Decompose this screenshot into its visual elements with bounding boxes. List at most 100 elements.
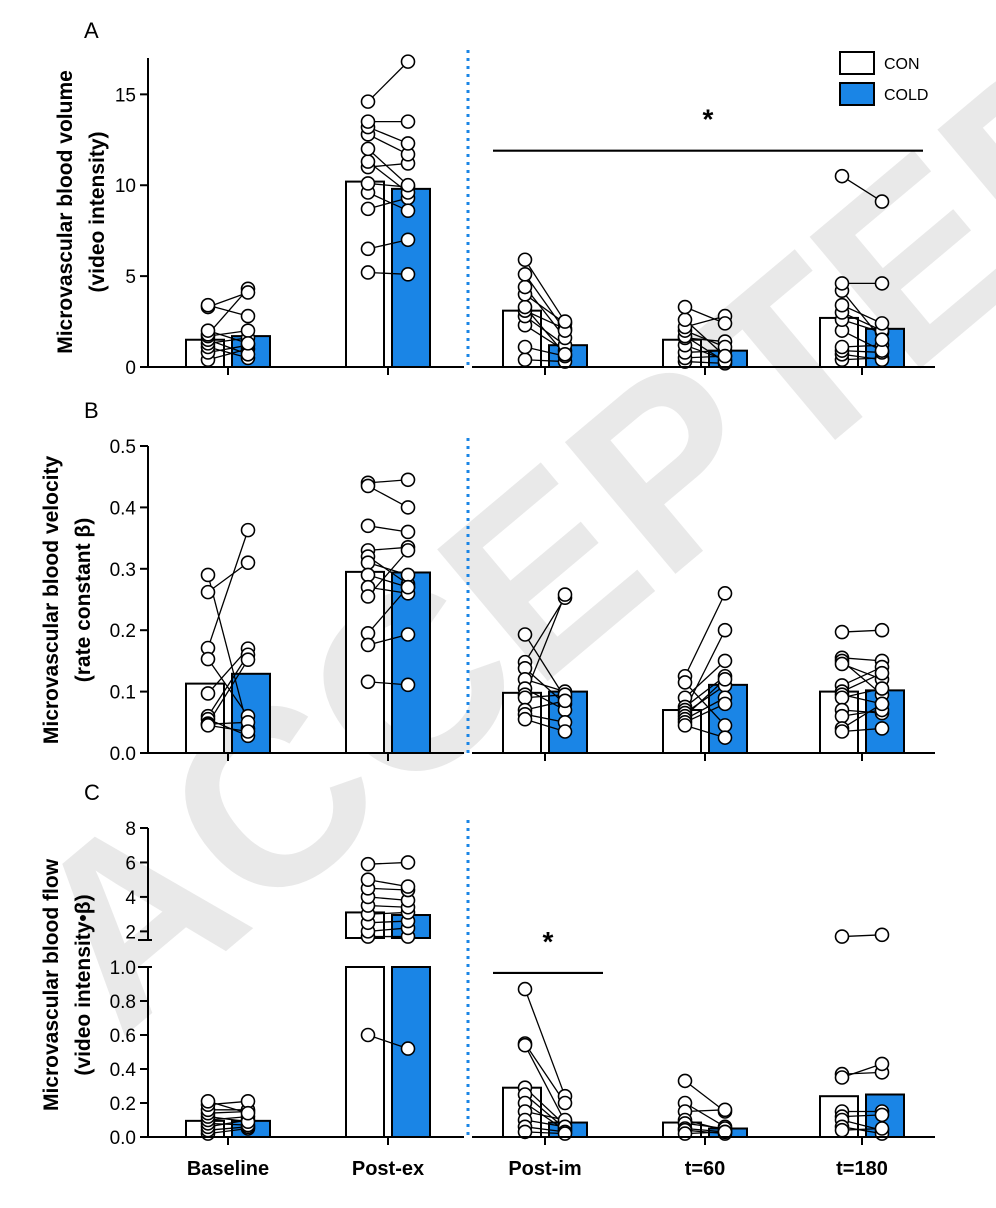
point-con <box>360 589 376 604</box>
x-axis-labels: Baseline Post-ex Post-im t=60 t=180 <box>187 1158 888 1180</box>
point-cold <box>874 1121 890 1136</box>
point-con <box>517 279 533 295</box>
point-cold <box>874 276 890 291</box>
paired-line <box>841 666 883 687</box>
point-con <box>200 651 216 667</box>
y-tick-label: 8 <box>125 819 136 840</box>
point-con <box>677 1073 693 1089</box>
point-con <box>517 711 533 727</box>
y-axis-title: Microvascular blood flow <box>40 858 63 1111</box>
point-cold <box>240 1094 256 1109</box>
paired-line <box>684 681 726 726</box>
point-con <box>517 690 533 706</box>
point-cold <box>557 693 573 709</box>
point-cold <box>717 1102 733 1118</box>
point-cold <box>400 54 416 69</box>
point-con <box>200 323 216 338</box>
point-con <box>834 168 850 184</box>
x-tick-label: t=180 <box>836 1158 888 1180</box>
paired-line <box>367 148 409 186</box>
y-tick-label: 0.2 <box>110 621 136 642</box>
y-tick-label: 0.3 <box>110 560 136 581</box>
panel-a: A Microvascular blood volume (video intens… <box>54 18 935 379</box>
point-con <box>360 94 376 109</box>
point-cold <box>717 730 733 745</box>
y-tick-label: 10 <box>115 176 136 197</box>
significance-star: * <box>703 104 714 135</box>
paired-line <box>524 988 566 1097</box>
point-cold <box>874 332 890 348</box>
point-con <box>360 241 376 257</box>
y-tick-label: 6 <box>125 853 136 874</box>
point-con <box>360 518 376 534</box>
point-con <box>677 312 693 328</box>
y-tick-label: 0.5 <box>110 437 136 458</box>
point-con <box>360 856 376 872</box>
point-con <box>517 1037 533 1053</box>
point-con <box>834 708 850 724</box>
point-cold <box>400 1041 416 1056</box>
paired-line <box>841 175 883 203</box>
point-cold <box>400 579 416 595</box>
point-cold <box>557 314 573 329</box>
point-cold <box>240 308 256 324</box>
point-con <box>834 624 850 640</box>
paired-line <box>684 660 726 699</box>
point-con <box>200 584 216 600</box>
point-con <box>360 114 376 129</box>
point-cold <box>874 622 890 638</box>
point-cold <box>400 114 416 129</box>
point-cold <box>400 677 416 693</box>
paired-line <box>367 485 409 508</box>
point-con <box>200 567 216 583</box>
y-tick-label: 0 <box>125 358 136 379</box>
point-cold <box>400 567 416 583</box>
y-tick-label: 15 <box>115 85 136 106</box>
point-con <box>517 339 533 355</box>
y-tick-label: 1.0 <box>110 958 136 979</box>
point-con <box>677 675 693 690</box>
paired-line <box>207 654 249 717</box>
y-tick-label: 2 <box>125 922 136 943</box>
point-cold <box>400 879 416 894</box>
point-cold <box>400 855 416 870</box>
point-cold <box>717 316 733 331</box>
panel-label: A <box>84 18 99 43</box>
x-tick-label: Baseline <box>187 1158 269 1180</box>
point-con <box>360 555 376 570</box>
y-tick-label: 0.0 <box>110 1128 136 1149</box>
point-cold <box>717 653 733 669</box>
paired-line <box>207 658 249 717</box>
point-con <box>200 686 216 701</box>
y-tick-label: 0.4 <box>110 498 137 519</box>
point-cold <box>874 681 890 696</box>
point-con <box>677 718 693 733</box>
paired-line <box>207 574 249 729</box>
paired-line <box>367 61 409 103</box>
legend-label-con: CON <box>884 56 920 73</box>
point-cold <box>717 718 733 733</box>
paired-line <box>207 529 249 649</box>
paired-line <box>524 293 566 324</box>
point-con <box>360 872 376 887</box>
point-con <box>200 297 216 313</box>
point-con <box>517 252 533 268</box>
point-cold <box>240 522 256 538</box>
legend: CON COLD <box>839 51 928 106</box>
point-cold <box>400 136 416 151</box>
paired-line <box>207 288 249 335</box>
panel-c: C Microvascular blood flow (video intensit… <box>40 780 935 1149</box>
paired-line <box>207 562 249 593</box>
paired-line <box>841 672 883 693</box>
paired-line <box>524 1043 566 1104</box>
point-cold <box>400 500 416 515</box>
y-tick-label: 0.6 <box>110 1026 136 1047</box>
point-con <box>517 352 533 368</box>
point-con <box>834 690 850 706</box>
point-cold <box>240 724 256 739</box>
point-cold <box>874 665 890 681</box>
significance-star: * <box>543 926 554 957</box>
bar-cold <box>391 571 431 755</box>
y-tick-label: 0.2 <box>110 1094 136 1115</box>
